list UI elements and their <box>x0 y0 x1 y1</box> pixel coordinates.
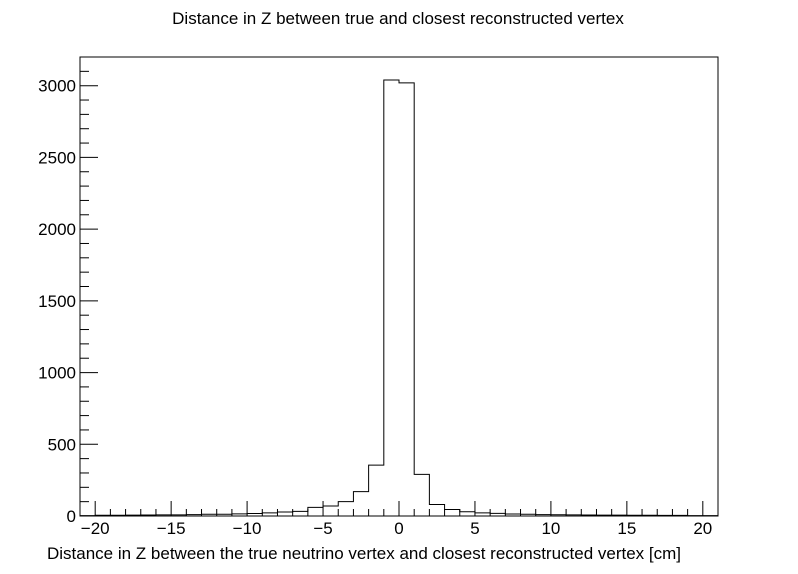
histogram-bin <box>277 512 292 516</box>
histogram-outline <box>79 79 719 517</box>
histogram-bin <box>384 80 399 516</box>
x-tick-label: −10 <box>233 519 262 538</box>
y-axis: 0 500 1000 1500 2000 2500 3000 <box>38 56 98 526</box>
y-tick-label: 3000 <box>38 77 76 96</box>
x-tick-label: 10 <box>541 519 560 538</box>
x-tick-label: −5 <box>313 519 332 538</box>
histogram-bin <box>308 507 323 516</box>
histogram-bin <box>338 502 353 516</box>
x-axis: −20 −15 −10 −5 0 5 10 15 20 <box>79 501 719 538</box>
y-tick-label: 0 <box>67 507 76 526</box>
y-tick-label: 500 <box>48 435 76 454</box>
y-tick-label: 2500 <box>38 148 76 167</box>
x-tick-label: 0 <box>394 519 403 538</box>
histogram-bin <box>293 511 308 516</box>
x-axis-label: Distance in Z between the true neutrino … <box>47 544 681 563</box>
histogram-bin <box>429 505 444 516</box>
chart-title: Distance in Z between true and closest r… <box>172 9 624 28</box>
histogram-bin <box>414 474 429 516</box>
x-tick-label: −20 <box>81 519 110 538</box>
x-tick-label: 5 <box>470 519 479 538</box>
y-tick-label: 1500 <box>38 292 76 311</box>
histogram-bin <box>369 465 384 516</box>
x-tick-label: 15 <box>617 519 636 538</box>
histogram-bin <box>460 512 475 516</box>
x-tick-label: −15 <box>157 519 186 538</box>
histogram-bin <box>353 492 368 516</box>
y-tick-label: 1000 <box>38 364 76 383</box>
histogram-bin <box>445 510 460 516</box>
x-tick-label: 20 <box>693 519 712 538</box>
histogram-bars <box>80 80 718 516</box>
histogram-bin <box>399 83 414 516</box>
y-tick-label: 2000 <box>38 220 76 239</box>
histogram-bin <box>323 506 338 516</box>
plot-frame <box>79 56 719 517</box>
